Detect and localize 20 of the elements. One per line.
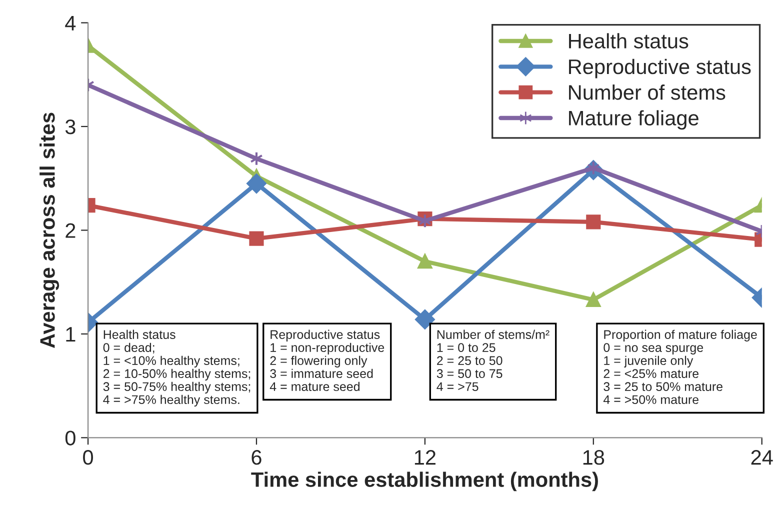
annotation: Health status 0 = dead; 1 = <10% healthy stems; 2 = 10-50% healthy stems; 3 = 50-75% healthy stems; 4 = >75% healthy stems.	[103, 330, 250, 407]
x-tick-label: 12	[414, 450, 436, 465]
x-tick-label: 6	[252, 450, 262, 465]
y-axis-title: Average across all sites	[40, 112, 60, 348]
x-tick-label: 18	[583, 450, 604, 465]
legend-label: Mature foliage	[569, 110, 698, 130]
x-tick-label: 24	[751, 450, 773, 465]
y-tick-label: 0	[65, 430, 76, 446]
y-tick-label: 4	[65, 16, 76, 30]
y-tick-label: 1	[66, 327, 76, 342]
x-axis-title: Time since establishment (months)	[251, 472, 598, 492]
y-tick-label: 3	[65, 120, 76, 134]
annotation: Number of stems/m² 1 = 0 to 25 2 = 25 to 50 3 = 50 to 75 4 = >75	[436, 330, 550, 392]
legend-label: Number of stems	[569, 84, 726, 100]
y-tick-label: 2	[66, 223, 76, 238]
legend-label: Health status	[569, 33, 688, 48]
annotation: Reproductive status 1 = non-reproductive 2 = flowering only 3 = immature seed 4 = mature seed	[270, 330, 384, 392]
annotation: Proportion of mature foliage 0 = no sea spurge 1 = juvenile only 2 = <25% mature 3 = 25 to 50% mature 4 = >50% mature	[603, 330, 757, 404]
legend-label: Reproductive status	[569, 58, 751, 78]
x-tick-label: 0	[83, 450, 94, 465]
